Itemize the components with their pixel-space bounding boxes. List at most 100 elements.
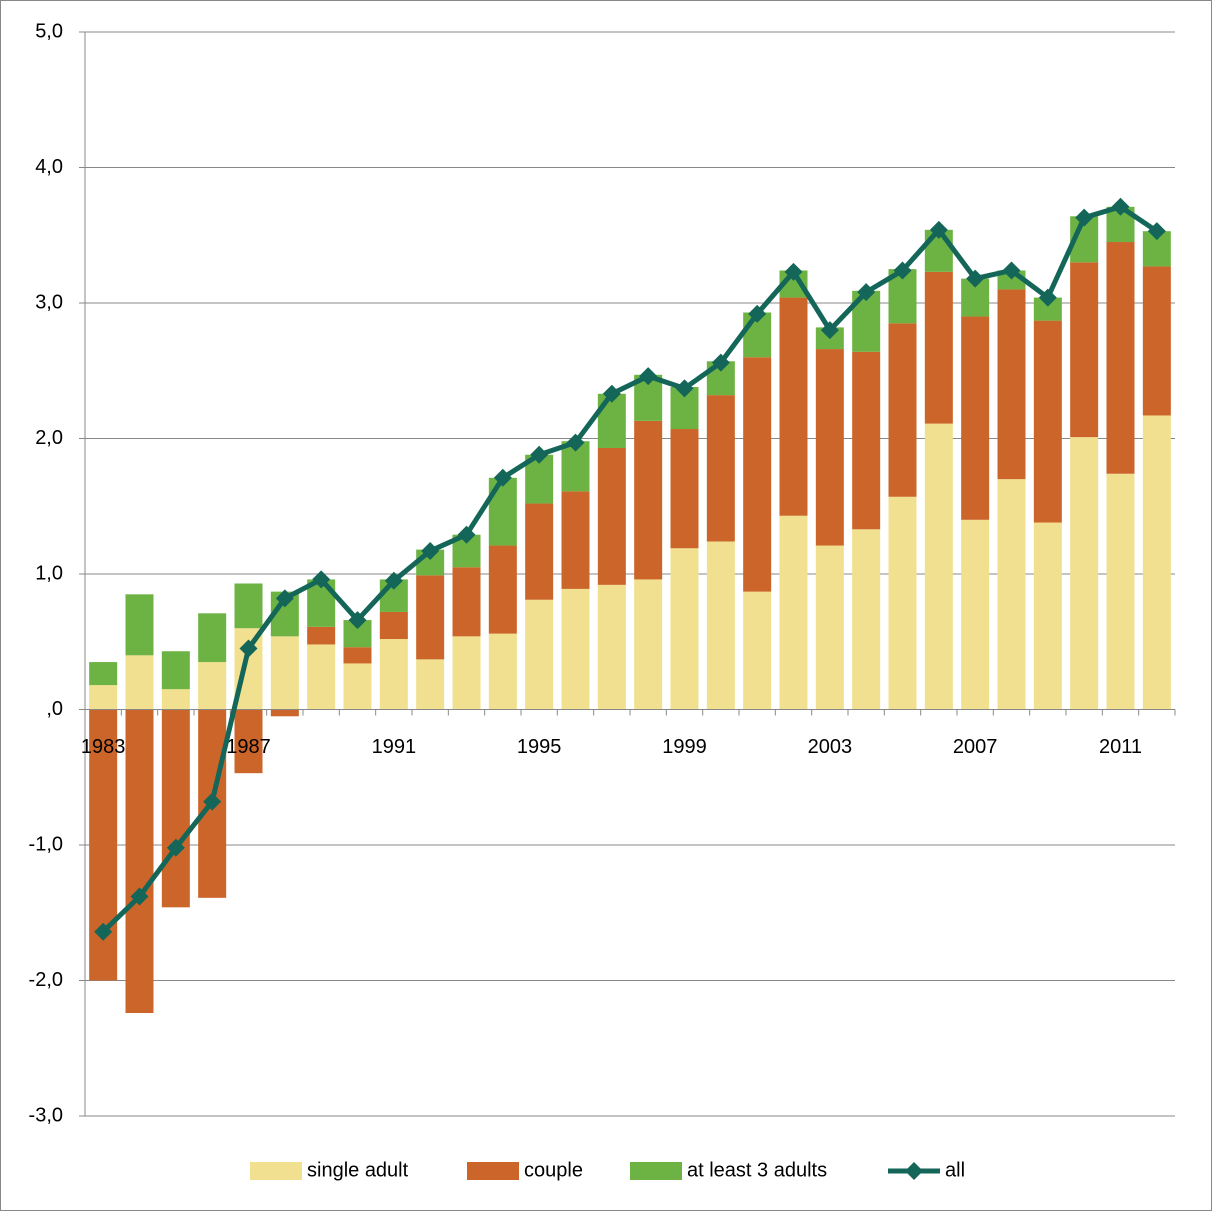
line-marker <box>493 468 512 487</box>
bar-segment <box>125 709 154 1014</box>
bar-segment <box>379 611 408 640</box>
line-marker <box>166 838 185 857</box>
line-marker <box>857 283 876 302</box>
bar-segment <box>561 588 590 710</box>
bar-segment <box>1070 437 1099 710</box>
bar-segment <box>452 567 481 637</box>
bar-segment <box>597 584 626 710</box>
bar-segment <box>452 636 481 710</box>
x-tick-label: 1995 <box>517 736 562 758</box>
line-marker <box>966 269 985 288</box>
bar-segment <box>525 599 554 710</box>
line-marker <box>348 611 367 630</box>
bar-segment <box>634 420 663 580</box>
bar-segment <box>743 591 772 710</box>
line-marker <box>275 589 294 608</box>
bar-segment <box>343 663 372 710</box>
x-tick-label: 1987 <box>226 736 271 758</box>
bar-segment <box>525 503 554 600</box>
bar-segment <box>1142 266 1171 416</box>
bar-segment <box>815 349 844 546</box>
bar-segment <box>779 515 808 710</box>
line-marker <box>639 367 658 386</box>
bar-segment <box>815 545 844 710</box>
bar-segment <box>161 651 190 690</box>
legend-swatch <box>467 1162 519 1180</box>
bar-segment <box>743 357 772 592</box>
line-marker <box>602 384 621 403</box>
line-marker <box>784 262 803 281</box>
x-tick-label: 2011 <box>1099 736 1142 758</box>
bar-segment <box>125 655 154 710</box>
bar-segment <box>597 447 626 585</box>
bar-segment <box>416 575 445 660</box>
bar-segment <box>888 496 917 710</box>
y-tick-label: -3,0 <box>29 1104 63 1126</box>
bar-segment <box>307 644 336 710</box>
bar-segment <box>198 662 227 710</box>
line-marker <box>893 261 912 280</box>
bar-segment <box>234 583 263 629</box>
y-tick-label: -1,0 <box>29 833 63 855</box>
bar-segment <box>1106 473 1135 710</box>
y-tick-label: 2,0 <box>35 427 63 449</box>
bar-segment <box>852 529 881 710</box>
line-marker <box>130 887 149 906</box>
bar-segment <box>89 685 118 710</box>
bar-segment <box>961 316 990 520</box>
legend-swatch <box>250 1162 302 1180</box>
line-marker <box>929 220 948 239</box>
bar-segment <box>488 633 517 710</box>
line-marker <box>1075 208 1094 227</box>
bar-segment <box>125 594 154 656</box>
line-marker <box>203 792 222 811</box>
bar-segment <box>416 659 445 710</box>
line-marker <box>530 445 549 464</box>
line-marker <box>1111 197 1130 216</box>
x-tick-label: 1983 <box>81 736 126 758</box>
x-tick-label: 2003 <box>808 736 853 758</box>
line-marker <box>711 353 730 372</box>
bar-segment <box>1033 320 1062 523</box>
bar-segment <box>161 689 190 710</box>
bar-segment <box>706 541 735 710</box>
bar-segment <box>379 639 408 710</box>
legend-marker <box>905 1162 923 1180</box>
y-tick-label: ,0 <box>46 698 63 720</box>
bar-segment <box>1106 242 1135 474</box>
y-tick-label: -2,0 <box>29 969 63 991</box>
line-marker <box>94 922 113 941</box>
line-marker <box>820 321 839 340</box>
bar-segment <box>561 491 590 589</box>
bar-segment <box>488 545 517 634</box>
bar-segment <box>343 647 372 664</box>
y-tick-label: 5,0 <box>35 20 63 42</box>
y-tick-label: 1,0 <box>35 562 63 584</box>
bar-segment <box>198 613 227 663</box>
legend-label: all <box>945 1159 965 1181</box>
legend-label: at least 3 adults <box>687 1159 827 1181</box>
line-marker <box>1038 288 1057 307</box>
bar-segment <box>670 548 699 710</box>
line-marker <box>457 525 476 544</box>
legend-label: couple <box>524 1159 583 1181</box>
x-tick-label: 1991 <box>372 736 417 758</box>
bar-segment <box>89 662 118 686</box>
legend-label: single adult <box>307 1159 409 1181</box>
bar-segment <box>488 477 517 546</box>
bar-segment <box>852 351 881 530</box>
bar-segment <box>270 636 299 710</box>
y-tick-label: 3,0 <box>35 291 63 313</box>
bar-segment <box>1033 297 1062 321</box>
bar-segment <box>1070 262 1099 438</box>
line-marker <box>312 570 331 589</box>
bar-segment <box>634 579 663 710</box>
bar-segment <box>997 479 1026 710</box>
bar-segment <box>706 395 735 542</box>
bar-segment <box>234 709 263 774</box>
bar-segment <box>1033 522 1062 710</box>
bar-segment <box>997 289 1026 480</box>
bar-segment <box>270 709 299 717</box>
bar-segment <box>670 429 699 549</box>
